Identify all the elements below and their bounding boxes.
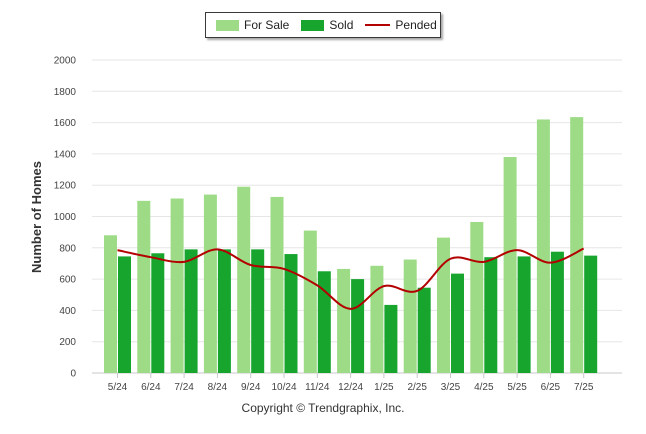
x-tick-label: 11/24 bbox=[305, 382, 330, 393]
for-sale-bar bbox=[270, 196, 284, 373]
sold-bar bbox=[417, 287, 431, 373]
sold-bar bbox=[251, 249, 265, 373]
y-tick-label: 0 bbox=[70, 369, 76, 380]
x-tick-label: 2/25 bbox=[407, 382, 427, 393]
x-tick-label: 4/25 bbox=[474, 382, 494, 393]
sold-bar bbox=[584, 255, 598, 373]
for-sale-bar bbox=[203, 194, 217, 373]
x-tick-label: 6/25 bbox=[541, 382, 561, 393]
legend-item-sold[interactable]: Sold bbox=[301, 18, 353, 32]
x-tick-label: 7/24 bbox=[174, 382, 194, 393]
y-tick-label: 1800 bbox=[54, 87, 77, 98]
for-sale-bar bbox=[237, 186, 251, 373]
legend-label-pended: Pended bbox=[395, 18, 437, 32]
sold-swatch bbox=[301, 19, 325, 31]
legend-item-for-sale[interactable]: For Sale bbox=[216, 18, 289, 32]
for-sale-bar bbox=[536, 119, 550, 373]
x-tick-label: 5/25 bbox=[507, 382, 527, 393]
for-sale-bar bbox=[137, 200, 151, 373]
y-axis-label: Number of Homes bbox=[29, 161, 44, 273]
for-sale-bar bbox=[503, 157, 517, 373]
x-tick-label: 6/24 bbox=[141, 382, 161, 393]
for-sale-bar bbox=[403, 259, 417, 373]
sold-bar bbox=[217, 249, 231, 373]
sold-bar bbox=[451, 273, 464, 373]
legend: For Sale Sold Pended bbox=[205, 12, 441, 38]
for-sale-bar bbox=[370, 265, 384, 373]
y-axis-ticks: 0 200 400 600 800 1000 1200 1400 1600 1800 2000 bbox=[54, 56, 77, 380]
x-tick-label: 5/24 bbox=[108, 382, 128, 393]
sold-bar bbox=[351, 279, 365, 373]
pended-line bbox=[117, 247, 585, 310]
legend-label-sold: Sold bbox=[329, 18, 354, 32]
for-sale-bar bbox=[337, 268, 351, 373]
for-sale-bar bbox=[170, 198, 184, 373]
x-tick-label: 9/24 bbox=[241, 382, 261, 393]
y-tick-label: 1400 bbox=[54, 149, 77, 160]
sold-bar bbox=[484, 257, 498, 373]
sold-bar bbox=[118, 256, 131, 373]
pended-line-path bbox=[117, 247, 585, 310]
y-tick-label: 1600 bbox=[54, 118, 77, 129]
sold-bar bbox=[151, 253, 165, 373]
x-tick-label: 3/25 bbox=[441, 382, 461, 393]
sold-bar bbox=[284, 254, 298, 373]
for-sale-bar bbox=[470, 221, 484, 373]
x-tick-label: 1/25 bbox=[374, 382, 394, 393]
y-tick-label: 2000 bbox=[54, 56, 77, 67]
sold-bar bbox=[550, 251, 564, 373]
sold-bar bbox=[517, 256, 531, 373]
legend-label-for-sale: For Sale bbox=[244, 18, 290, 32]
x-tick-label: 7/25 bbox=[574, 382, 594, 393]
bars bbox=[104, 117, 598, 373]
pended-swatch bbox=[365, 24, 391, 26]
sold-bar bbox=[384, 304, 398, 373]
sold-bar bbox=[184, 249, 198, 373]
x-tick-label: 8/24 bbox=[208, 382, 228, 393]
x-tick-label: 12/24 bbox=[338, 382, 363, 393]
legend-item-pended[interactable]: Pended bbox=[365, 18, 437, 32]
copyright-text: Copyright © Trendgraphix, Inc. bbox=[241, 401, 405, 415]
y-tick-label: 800 bbox=[59, 243, 76, 254]
y-tick-label: 1000 bbox=[54, 212, 77, 223]
for-sale-bar bbox=[570, 117, 584, 373]
sold-bar bbox=[317, 271, 331, 373]
x-tick-label: 10/24 bbox=[271, 382, 296, 393]
x-axis-ticks: 5/24 6/24 7/24 8/24 9/24 10/24 11/24 12/24 1/25 2… bbox=[108, 373, 594, 393]
for-sale-swatch bbox=[216, 19, 239, 31]
y-tick-label: 200 bbox=[59, 337, 76, 348]
y-tick-label: 400 bbox=[59, 306, 76, 317]
y-tick-label: 1200 bbox=[54, 181, 77, 192]
for-sale-bar bbox=[104, 235, 117, 373]
for-sale-bar bbox=[437, 237, 450, 373]
for-sale-bar bbox=[303, 230, 317, 373]
y-tick-label: 600 bbox=[59, 275, 76, 286]
